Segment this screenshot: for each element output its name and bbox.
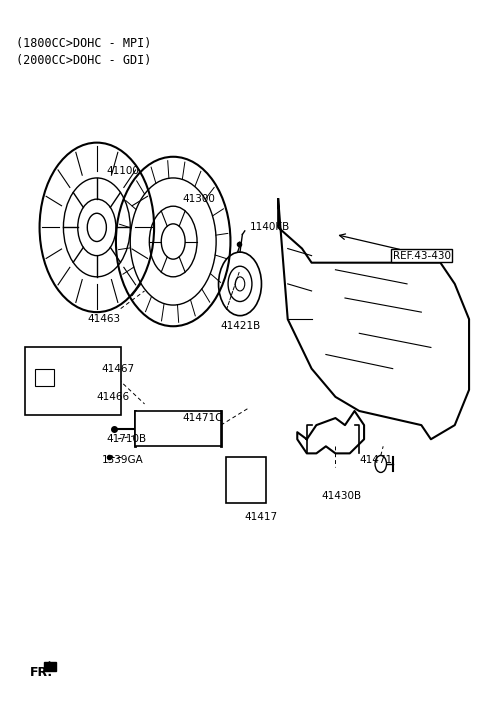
Bar — [226, 457, 266, 503]
Polygon shape — [44, 661, 56, 671]
Text: 1140KB: 1140KB — [250, 223, 290, 233]
FancyBboxPatch shape — [25, 347, 120, 415]
Text: FR.: FR. — [30, 666, 53, 679]
Text: 41467: 41467 — [102, 364, 135, 374]
Text: 41100: 41100 — [107, 166, 139, 176]
Text: 41421B: 41421B — [221, 321, 261, 331]
Text: 41417: 41417 — [245, 512, 278, 522]
Text: 1339GA: 1339GA — [102, 455, 144, 465]
Text: (2000CC>DOHC - GDI): (2000CC>DOHC - GDI) — [16, 55, 151, 67]
Text: 41300: 41300 — [183, 194, 216, 204]
Text: 41463: 41463 — [87, 314, 120, 324]
Text: (1800CC>DOHC - MPI): (1800CC>DOHC - MPI) — [16, 37, 151, 50]
Text: 41466: 41466 — [97, 392, 130, 402]
Text: 41471C: 41471C — [183, 413, 223, 423]
Text: REF.43-430: REF.43-430 — [393, 250, 451, 261]
Text: 41471: 41471 — [360, 455, 393, 465]
Text: 41430B: 41430B — [321, 491, 361, 501]
Text: 41710B: 41710B — [107, 434, 146, 445]
Bar — [135, 411, 221, 446]
Bar — [35, 369, 54, 386]
